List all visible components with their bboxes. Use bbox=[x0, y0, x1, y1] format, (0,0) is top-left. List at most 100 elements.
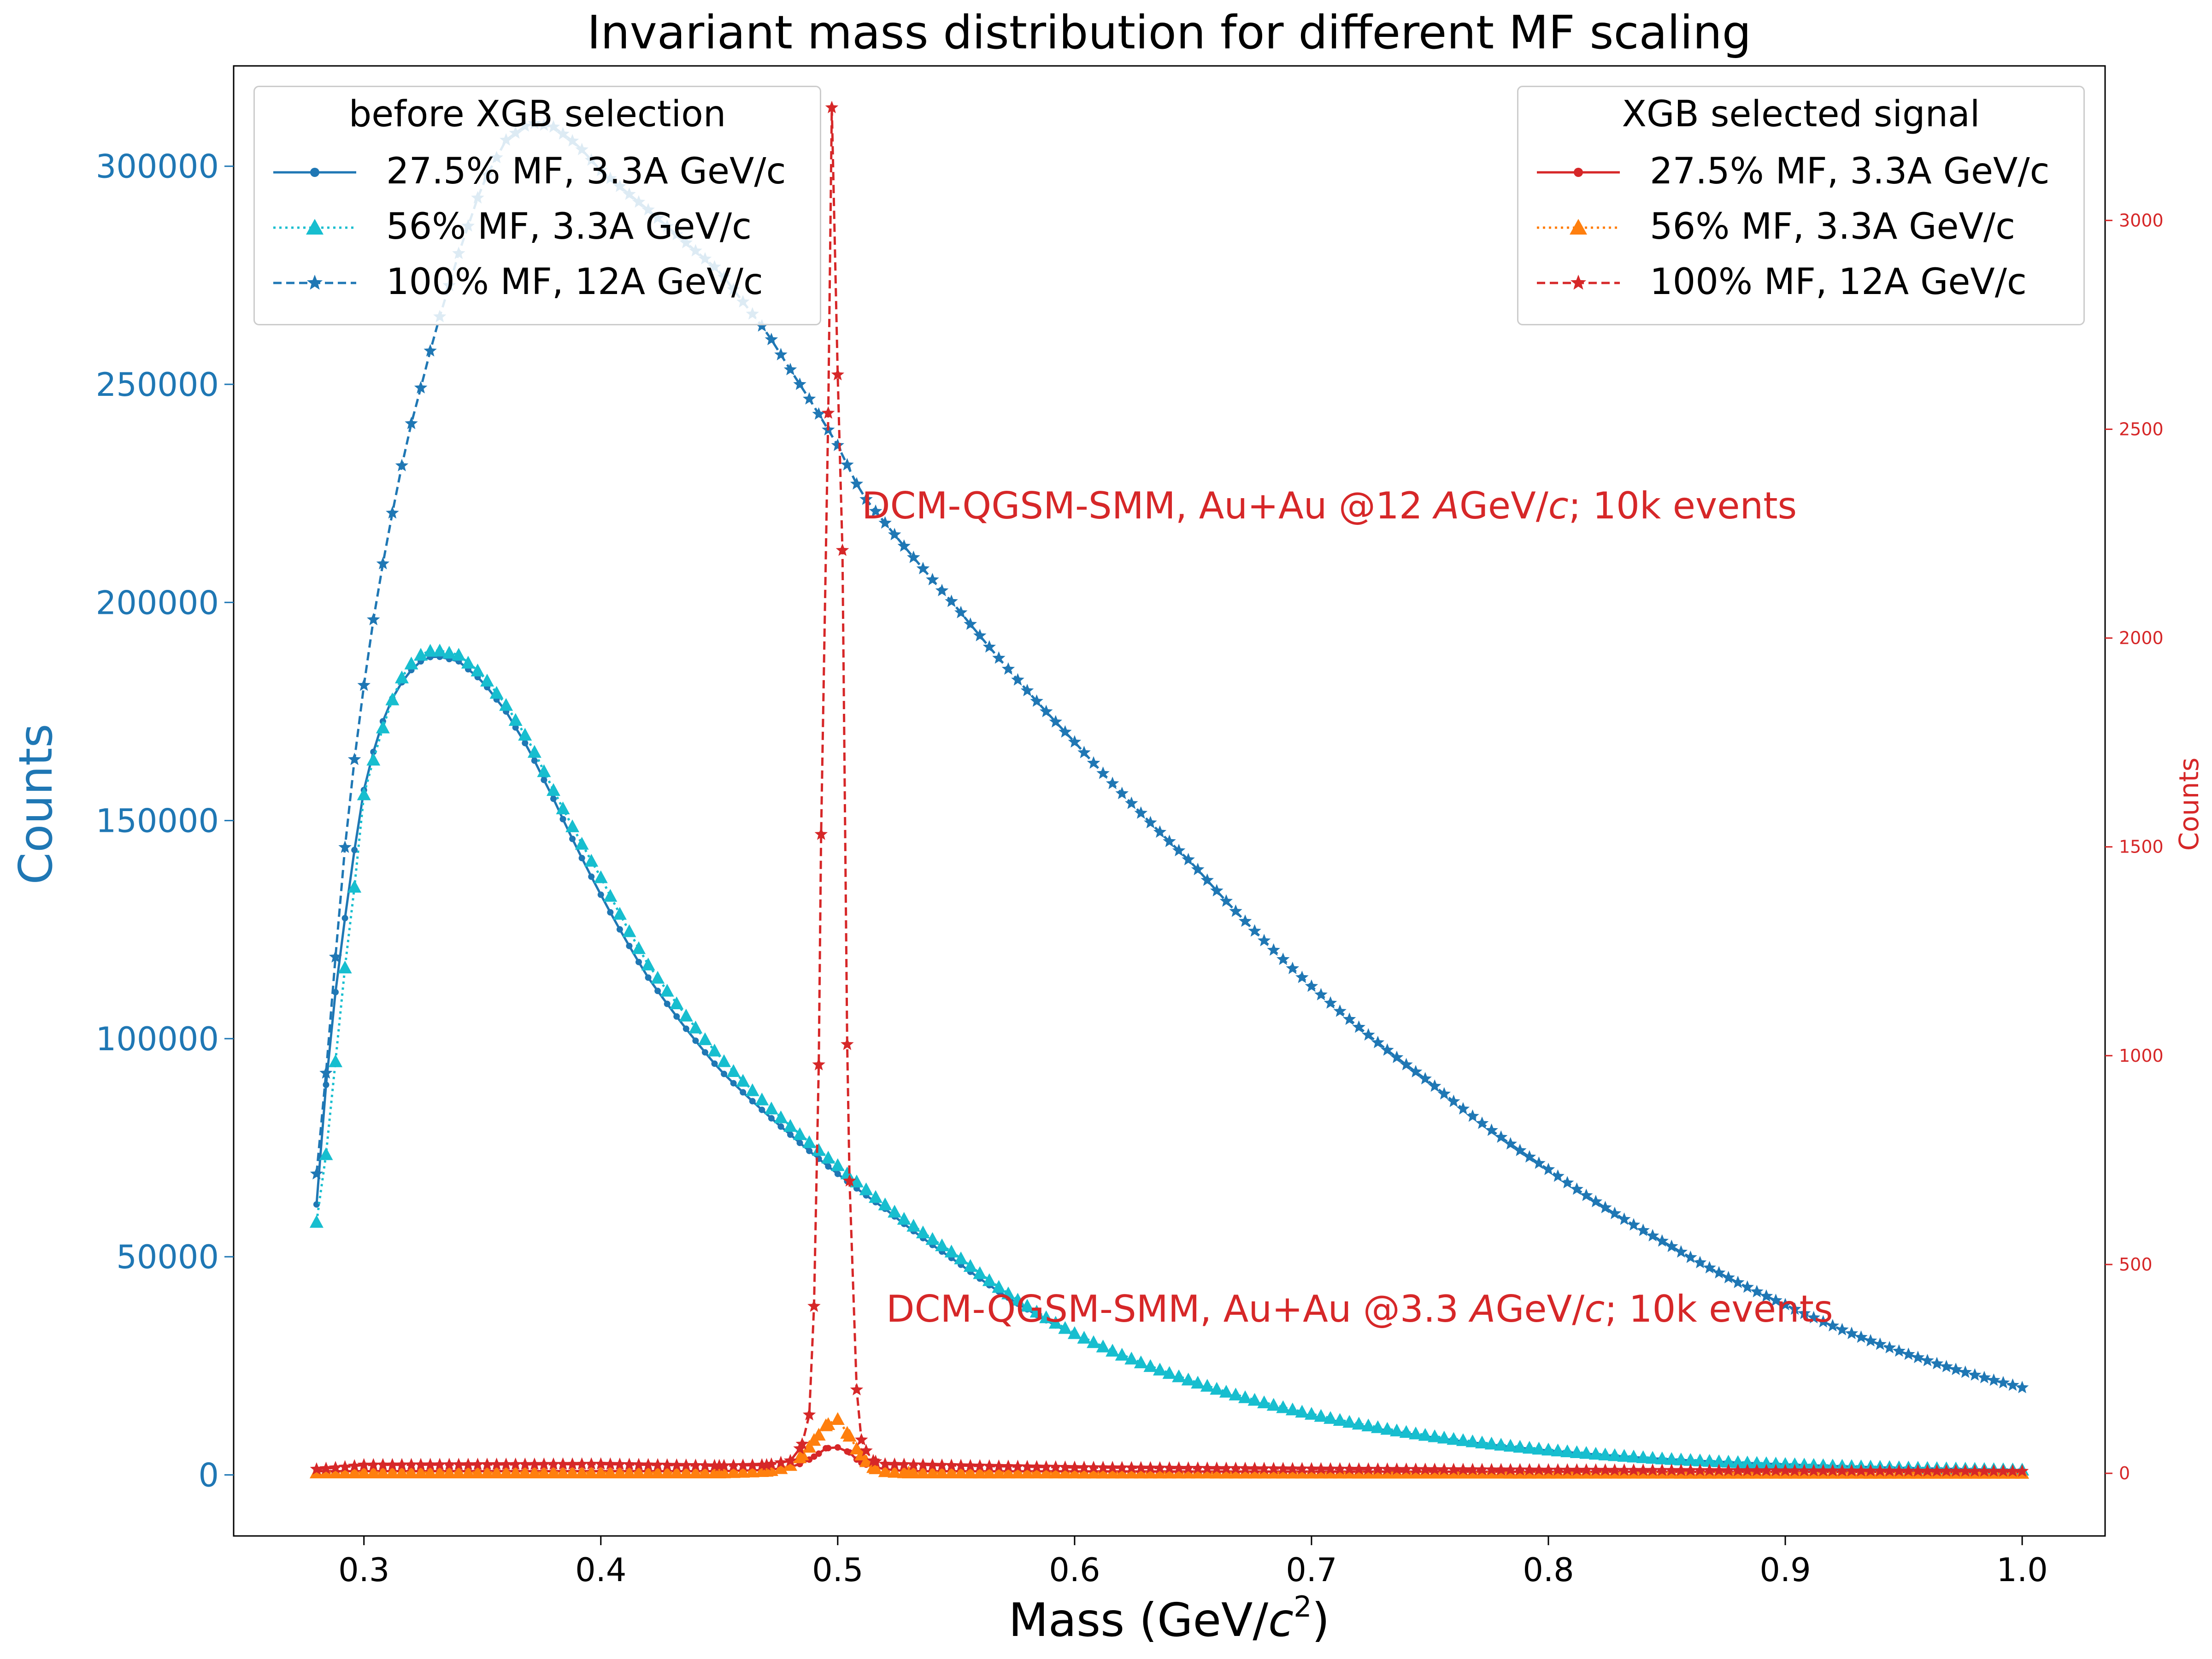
data-point bbox=[527, 1465, 541, 1478]
data-point bbox=[1172, 843, 1186, 857]
data-point bbox=[1314, 1465, 1328, 1479]
right-series-2 bbox=[310, 100, 2029, 1477]
data-point bbox=[701, 1049, 708, 1056]
data-point bbox=[992, 1459, 1006, 1472]
data-point bbox=[556, 1457, 570, 1470]
data-point bbox=[575, 1465, 589, 1478]
data-point bbox=[423, 1465, 437, 1478]
data-point bbox=[1295, 1462, 1309, 1475]
data-point bbox=[1570, 1182, 1583, 1195]
data-point bbox=[906, 1465, 921, 1479]
data-point bbox=[1229, 1388, 1243, 1400]
legend-swatch-dashed-star bbox=[273, 275, 356, 290]
data-point bbox=[1314, 1409, 1328, 1422]
data-point bbox=[745, 1083, 759, 1096]
data-point bbox=[850, 1382, 864, 1395]
data-point bbox=[424, 1458, 437, 1471]
data-point bbox=[1485, 1463, 1498, 1476]
data-point bbox=[1607, 1448, 1622, 1461]
data-point bbox=[1371, 1420, 1385, 1433]
legend-label: 56% MF, 3.3A GeV/c bbox=[1650, 206, 2016, 247]
data-point bbox=[1721, 1454, 1735, 1468]
data-point bbox=[825, 1445, 832, 1452]
data-point bbox=[433, 1465, 447, 1478]
data-point bbox=[357, 787, 371, 800]
legend-swatch-solid-dot bbox=[1537, 168, 1620, 177]
data-point bbox=[689, 1459, 702, 1471]
data-point bbox=[926, 573, 939, 586]
data-point bbox=[1182, 1461, 1195, 1474]
data-point bbox=[1731, 1276, 1745, 1288]
data-point bbox=[1238, 914, 1252, 927]
data-point bbox=[499, 1457, 513, 1470]
data-point bbox=[1447, 1432, 1461, 1445]
data-point bbox=[1864, 1464, 1877, 1477]
data-point bbox=[1277, 1462, 1290, 1475]
data-point bbox=[807, 1299, 821, 1312]
data-point bbox=[385, 1465, 400, 1478]
data-point bbox=[973, 629, 987, 641]
data-point bbox=[1020, 1459, 1034, 1472]
data-point bbox=[736, 1458, 750, 1471]
data-point bbox=[575, 1457, 588, 1470]
data-point bbox=[679, 1465, 693, 1478]
data-point bbox=[795, 1437, 809, 1450]
data-point bbox=[584, 1465, 599, 1478]
data-point bbox=[834, 1444, 841, 1451]
data-point bbox=[992, 1280, 1006, 1293]
data-point bbox=[1096, 1460, 1110, 1473]
data-point bbox=[1059, 725, 1072, 738]
data-point bbox=[1731, 1455, 1745, 1468]
data-point bbox=[1655, 1463, 1669, 1476]
data-point bbox=[1011, 1293, 1025, 1306]
data-point bbox=[1683, 1453, 1698, 1466]
data-point bbox=[869, 504, 882, 517]
data-point bbox=[1352, 1465, 1366, 1479]
data-point bbox=[1077, 746, 1091, 759]
data-point bbox=[471, 1465, 485, 1478]
data-point bbox=[1219, 894, 1233, 907]
data-point bbox=[897, 1212, 911, 1225]
data-point bbox=[594, 1465, 608, 1478]
data-point bbox=[1182, 853, 1195, 865]
data-point bbox=[1210, 1382, 1224, 1395]
data-point bbox=[945, 1459, 958, 1471]
data-point bbox=[452, 647, 466, 661]
data-point bbox=[547, 1457, 560, 1470]
data-point bbox=[1674, 1463, 1688, 1476]
data-point bbox=[935, 1458, 949, 1471]
data-point bbox=[1048, 1465, 1063, 1479]
data-point bbox=[745, 1465, 759, 1477]
data-point bbox=[1769, 1294, 1783, 1306]
data-point bbox=[1665, 1452, 1679, 1465]
data-point bbox=[1854, 1464, 1868, 1477]
data-point bbox=[830, 1158, 845, 1171]
data-point bbox=[1627, 1449, 1641, 1463]
data-point bbox=[1200, 1461, 1214, 1474]
data-point bbox=[1494, 1130, 1508, 1143]
data-point bbox=[1817, 1315, 1830, 1328]
data-point bbox=[793, 377, 806, 390]
data-point bbox=[1902, 1347, 1915, 1360]
data-point bbox=[404, 656, 418, 670]
data-point bbox=[682, 1025, 689, 1032]
data-point bbox=[1324, 996, 1337, 1009]
data-point bbox=[721, 1071, 728, 1077]
data-point bbox=[906, 1218, 921, 1232]
data-point bbox=[309, 1215, 324, 1228]
data-point bbox=[1996, 1464, 2010, 1477]
data-point bbox=[1390, 1050, 1404, 1063]
data-point bbox=[1144, 816, 1157, 829]
data-point bbox=[1324, 1465, 1338, 1479]
data-point bbox=[386, 506, 399, 519]
data-point bbox=[821, 1417, 835, 1430]
data-point bbox=[1532, 1463, 1546, 1476]
data-point bbox=[1503, 1439, 1518, 1452]
left-y-tick-label: 50000 bbox=[116, 1238, 219, 1276]
left-y-axis-label: Counts bbox=[9, 724, 63, 884]
data-point bbox=[1883, 1464, 1896, 1477]
data-point bbox=[698, 1459, 712, 1471]
data-point bbox=[1200, 873, 1214, 886]
data-point bbox=[897, 1458, 911, 1471]
